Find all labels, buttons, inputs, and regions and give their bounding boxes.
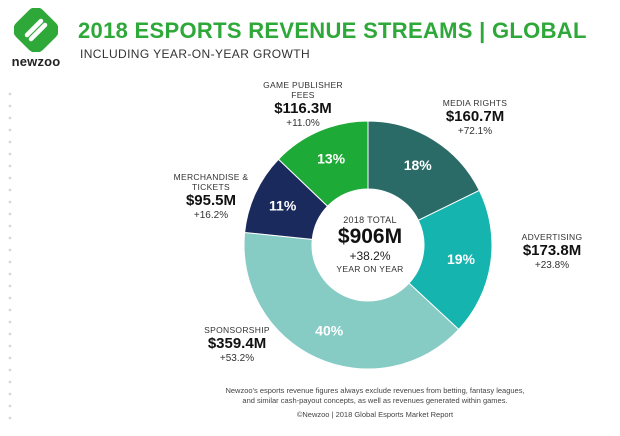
slice-name: ADVERTISING (521, 232, 583, 242)
slice-value: $95.5M (185, 192, 237, 209)
slice-label-media-rights: MEDIA RIGHTS $160.7M +72.1% (420, 98, 530, 138)
slice-name: MERCHANDISE & TICKETS (173, 172, 249, 192)
donut-hole (312, 189, 424, 301)
slice-growth: +11.0% (286, 118, 320, 129)
slice-name: MEDIA RIGHTS (442, 98, 508, 108)
slice-value: $173.8M (522, 242, 582, 259)
source-credit: ©Newzoo | 2018 Global Esports Market Rep… (296, 410, 454, 419)
slice-name: SPONSORSHIP (204, 325, 270, 335)
donut-center-total: 2018 TOTAL $906M +38.2% YEAR ON YEAR (318, 215, 422, 274)
slice-percent-label: 18% (404, 157, 433, 173)
slice-value: $359.4M (207, 335, 267, 352)
newzoo-logo-icon (14, 8, 58, 52)
slice-value: $116.3M (274, 100, 332, 117)
chart-title: 2018 ESPORTS REVENUE STREAMS | GLOBAL (78, 18, 587, 43)
logo-text: newzoo (11, 54, 61, 69)
slice-growth: +72.1% (457, 126, 493, 137)
slice-label-game-publisher-fees: GAME PUBLISHER FEES $116.3M +11.0% (262, 80, 344, 130)
slice-percent-label: 11% (269, 198, 297, 214)
chart-subtitle: INCLUDING YEAR-ON-YEAR GROWTH (80, 47, 311, 61)
slice-label-merchandise: MERCHANDISE & TICKETS $95.5M +16.2% (170, 172, 252, 222)
newzoo-logo: newzoo (6, 8, 66, 69)
slice-percent-label: 40% (315, 323, 344, 339)
total-growth: +38.2% (349, 249, 391, 263)
total-label: 2018 TOTAL (343, 215, 397, 225)
slice-growth: +16.2% (193, 210, 229, 221)
total-sublabel: YEAR ON YEAR (336, 264, 404, 274)
slice-percent-label: 19% (447, 251, 476, 267)
slice-growth: +53.2% (219, 353, 255, 364)
slice-value: $160.7M (445, 108, 505, 125)
slice-name: GAME PUBLISHER FEES (263, 80, 343, 100)
total-value: $906M (337, 225, 403, 248)
decorative-dot-column (4, 88, 16, 428)
slice-percent-label: 13% (317, 151, 346, 167)
slice-growth: +23.8% (534, 260, 570, 271)
slice-label-advertising: ADVERTISING $173.8M +23.8% (496, 232, 608, 272)
footnote: Newzoo's esports revenue figures always … (225, 386, 525, 405)
slice-label-sponsorship: SPONSORSHIP $359.4M +53.2% (188, 325, 286, 365)
